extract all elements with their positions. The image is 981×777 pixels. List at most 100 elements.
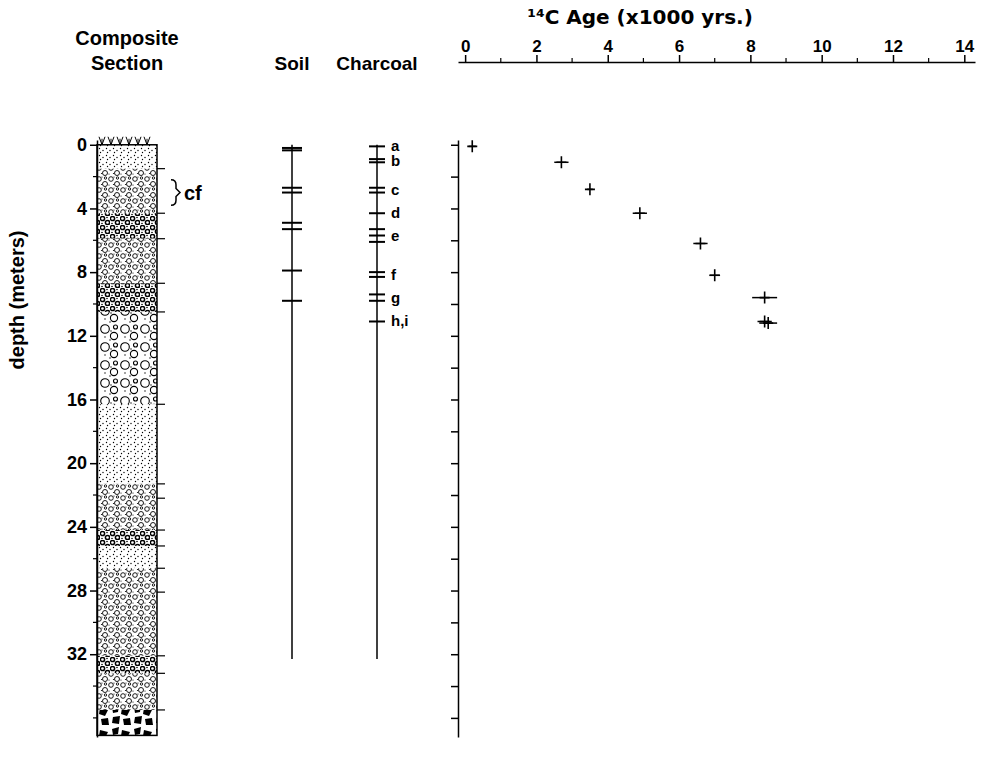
point — [585, 183, 595, 195]
tick-mark — [451, 272, 458, 274]
tick-mark — [893, 55, 895, 62]
bed — [97, 404, 157, 484]
vegetation — [117, 137, 123, 145]
tick-mark — [90, 527, 97, 529]
bed — [97, 498, 157, 530]
tick-label: 4 — [604, 37, 614, 56]
tick-label: 10 — [813, 37, 832, 56]
tick: 16 — [67, 390, 97, 410]
bed — [97, 656, 157, 674]
bed-boundary-tick — [157, 213, 165, 214]
tick: 12 — [67, 326, 97, 346]
minor-tick — [571, 58, 572, 62]
charcoal-sample — [369, 145, 385, 147]
bed-boundary-tick — [157, 483, 165, 484]
tick — [451, 718, 458, 719]
tick — [451, 559, 458, 560]
charcoal-sample — [369, 293, 385, 295]
age-axis-line — [459, 62, 976, 64]
column-title: CompositeSection — [75, 27, 178, 74]
tick-mark — [451, 431, 458, 433]
sample-label: g — [391, 289, 400, 306]
minor-tick — [93, 176, 97, 177]
sample-label: c — [391, 181, 399, 198]
tick-label: 32 — [67, 644, 87, 664]
tick-mark — [964, 55, 966, 62]
tick-mark — [90, 208, 97, 210]
charcoal-sample — [369, 241, 385, 243]
bed-boundary-tick — [157, 498, 165, 499]
soil-horizon — [282, 187, 302, 189]
point — [695, 237, 705, 249]
charcoal-sample — [369, 228, 385, 230]
tick-label: 20 — [67, 453, 87, 473]
bed-boundary-tick — [157, 311, 165, 312]
bed — [97, 213, 157, 238]
tick-mark — [90, 463, 97, 465]
soil-horizon — [282, 228, 302, 230]
tick-mark — [90, 272, 97, 274]
vegetation — [126, 137, 132, 145]
depth-axis-plot — [451, 141, 459, 738]
sample-label: f — [391, 266, 397, 283]
tick-label: 12 — [884, 37, 903, 56]
tick-label: 4 — [77, 199, 87, 219]
tick-label: 28 — [67, 581, 87, 601]
tick-label: 8 — [77, 262, 87, 282]
tick-mark — [451, 336, 458, 338]
point — [760, 292, 770, 304]
tick — [451, 495, 458, 496]
tick — [451, 527, 458, 528]
vegetation — [99, 137, 105, 145]
tick-label: 24 — [67, 517, 87, 537]
charcoal-sample — [369, 320, 385, 322]
vegetation — [135, 137, 141, 145]
points — [467, 140, 777, 329]
tick-mark — [90, 399, 97, 401]
point — [763, 317, 773, 329]
charcoal-sample — [369, 161, 385, 163]
tick — [451, 431, 458, 432]
sample-label: b — [391, 152, 400, 169]
tick-mark — [90, 145, 97, 147]
tick-mark — [451, 208, 458, 210]
section-column — [97, 137, 165, 736]
tick: 6 — [675, 37, 684, 62]
tick: 24 — [67, 517, 97, 537]
title-line: Composite — [75, 27, 178, 49]
charcoal-sample — [369, 300, 385, 302]
bed — [97, 239, 157, 284]
sample-label: d — [391, 204, 400, 221]
tick-mark — [451, 240, 458, 242]
tick-mark — [90, 654, 97, 656]
tick: 20 — [67, 453, 97, 473]
bed — [97, 312, 157, 404]
tick-mark — [536, 55, 538, 62]
tick-mark — [608, 55, 610, 62]
point — [635, 207, 645, 219]
tick-mark — [451, 367, 458, 369]
minor-tick — [714, 58, 715, 62]
sample-label: e — [391, 227, 399, 244]
tick — [451, 368, 458, 369]
tick — [451, 208, 458, 209]
charcoal-sample — [369, 187, 385, 189]
minor-tick — [93, 622, 97, 623]
tick-label: 0 — [461, 37, 470, 56]
tick — [451, 591, 458, 592]
bed — [97, 169, 157, 214]
section-outline — [97, 145, 157, 736]
point — [710, 269, 720, 281]
tick-mark — [451, 590, 458, 592]
bed-boundary-tick — [157, 404, 165, 405]
tick: 2 — [532, 37, 541, 62]
vegetation — [144, 137, 150, 145]
tick-mark — [451, 654, 458, 656]
tick-label: 0 — [77, 135, 87, 155]
minor-tick — [643, 58, 644, 62]
tick-mark — [451, 399, 458, 401]
tick — [451, 304, 458, 305]
tick-mark — [821, 55, 823, 62]
soil-horizon — [282, 192, 302, 194]
vegetation — [108, 137, 114, 145]
